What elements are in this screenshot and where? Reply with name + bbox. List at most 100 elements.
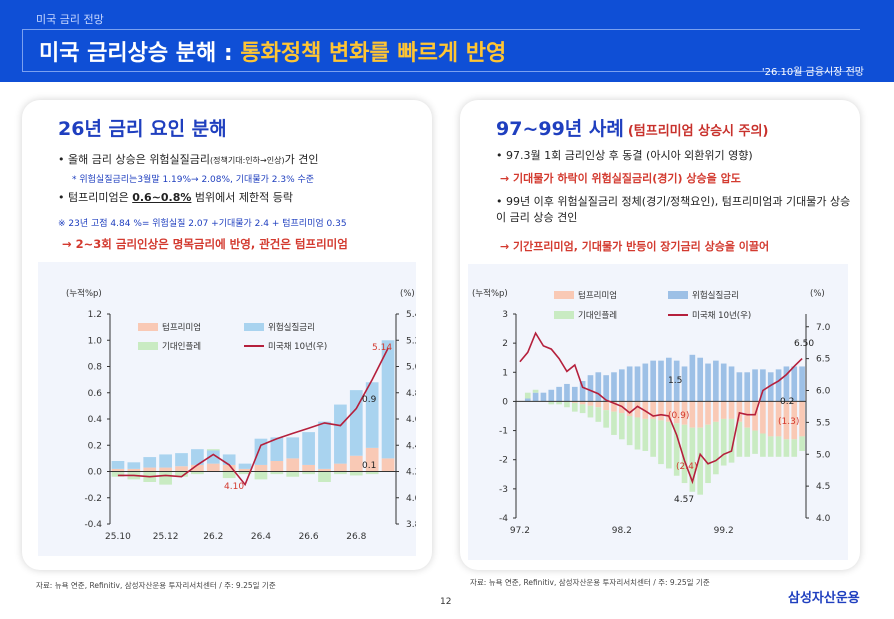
report-date-tag: '26.10월 금융시장 전망	[761, 67, 864, 78]
bar-term-premium	[143, 467, 157, 472]
bar-risk-real-rate	[365, 382, 379, 448]
bar-risk-real-rate	[548, 389, 555, 402]
header-bar: 미국 금리 전망 미국 금리상승 분해 : 통화정책 변화를 빠르게 반영 '2…	[0, 0, 894, 82]
bar-risk-real-rate	[111, 461, 125, 469]
bar-risk-real-rate	[728, 366, 735, 402]
bar-expected-inflation	[238, 471, 252, 475]
bar-risk-real-rate	[127, 462, 141, 469]
bar-term-premium	[650, 401, 656, 419]
bar-expected-inflation	[783, 439, 790, 457]
y2-tick-label: 4.6	[406, 415, 416, 425]
y-tick-label: -0.2	[84, 494, 102, 504]
bar-term-premium	[720, 401, 727, 419]
bar-risk-real-rate	[175, 453, 188, 467]
bar-term-premium	[175, 466, 188, 472]
bar-expected-inflation	[611, 411, 617, 435]
bar-risk-real-rate	[760, 369, 766, 402]
bar-risk-real-rate	[238, 463, 252, 469]
y2-tick-label: 6.0	[816, 387, 831, 397]
bar-term-premium	[254, 464, 268, 472]
bar-term-premium	[238, 468, 252, 472]
bar-risk-real-rate	[286, 437, 300, 459]
page-number: 12	[440, 597, 452, 607]
y2-tick-label: 4.2	[406, 468, 416, 478]
left-bullet-2-pre: • 텀프리미엄은	[58, 191, 133, 204]
bar-term-premium	[760, 401, 766, 434]
y-tick-label: 0.0	[88, 468, 103, 478]
x-tick-label: 26.4	[251, 532, 271, 542]
bar-term-premium	[658, 401, 664, 421]
annotation-inflation-low: (2.4)	[676, 462, 697, 472]
bar-term-premium	[775, 401, 782, 437]
bar-risk-real-rate	[767, 372, 774, 402]
right-bullet-1: • 97.3월 1회 금리인상 후 동결 (아시아 외환위기 영향)	[496, 149, 753, 162]
bar-risk-real-rate	[579, 381, 586, 402]
bar-risk-real-rate	[159, 454, 172, 468]
bar-risk-real-rate	[532, 392, 539, 402]
bar-risk-real-rate	[791, 366, 798, 402]
bar-expected-inflation	[595, 407, 602, 422]
bar-expected-inflation	[587, 405, 594, 418]
legend-label: 미국채 10년(우)	[268, 341, 327, 352]
bar-risk-real-rate	[334, 404, 347, 464]
bar-expected-inflation	[365, 471, 379, 475]
bar-expected-inflation	[634, 417, 641, 450]
x-tick-label: 99.2	[714, 526, 734, 536]
bar-risk-real-rate	[705, 363, 711, 402]
bar-risk-real-rate	[775, 369, 782, 402]
bar-expected-inflation	[206, 449, 220, 451]
x-tick-label: 26.2	[203, 532, 223, 542]
bar-risk-real-rate	[673, 360, 680, 402]
right-chart-area: (누적%p) (%) 3 2 1 0 -1 -2 -3 -4 7.0 6.5 6.0 5.5 5.0 4.5 4…	[468, 264, 848, 560]
bar-term-premium	[365, 447, 379, 472]
bar-term-premium	[318, 468, 331, 472]
bar-expected-inflation	[681, 424, 688, 484]
x-tick-label: 26.6	[299, 532, 319, 542]
x-tick-label: 97.2	[510, 526, 530, 536]
bar-expected-inflation	[799, 436, 805, 451]
y2-tick-label: 4.4	[406, 441, 416, 451]
bar-risk-real-rate	[540, 392, 547, 402]
bar-expected-inflation	[111, 471, 125, 477]
bar-term-premium	[689, 401, 696, 428]
bar-risk-real-rate	[713, 360, 719, 402]
bar-risk-real-rate	[564, 383, 570, 402]
y-tick-label: 0.4	[88, 415, 103, 425]
bar-risk-real-rate	[254, 438, 268, 465]
bar-term-premium	[767, 401, 774, 437]
bar-expected-inflation	[760, 433, 766, 457]
bar-expected-inflation	[775, 436, 782, 457]
y-tick-label: -4	[499, 514, 508, 524]
y2-tick-label: 4.0	[816, 514, 831, 524]
bar-risk-real-rate	[349, 390, 363, 456]
bar-expected-inflation	[658, 420, 664, 465]
legend-swatch	[668, 291, 688, 299]
bar-expected-inflation	[705, 424, 711, 484]
bar-expected-inflation	[564, 401, 570, 408]
bar-expected-inflation	[603, 410, 609, 428]
bar-expected-inflation	[736, 421, 743, 457]
left-bullet-1: • 올해 금리 상승은 위험실질금리(정책기대:인하→인상)가 견인	[58, 152, 318, 169]
bar-risk-real-rate	[191, 449, 204, 465]
bar-term-premium	[736, 401, 743, 422]
bar-risk-real-rate	[681, 366, 688, 402]
bar-risk-real-rate	[626, 366, 633, 402]
bar-expected-inflation	[159, 471, 172, 485]
bar-term-premium	[697, 401, 704, 428]
bar-risk-real-rate	[658, 360, 664, 402]
bar-term-premium	[381, 458, 395, 472]
bar-risk-real-rate	[270, 437, 284, 461]
annotation-term-premium: 0.2	[780, 397, 794, 407]
left-bullet-1-small: (정책기대:인하→인상)	[210, 156, 285, 165]
bar-risk-real-rate	[744, 372, 751, 402]
bar-term-premium	[713, 401, 719, 422]
bar-risk-real-rate	[783, 366, 790, 402]
y-tick-label: 0	[502, 397, 508, 407]
bar-expected-inflation	[302, 471, 315, 475]
bar-term-premium	[626, 401, 633, 416]
left-panel-title: 26년 금리 요인 분해	[58, 118, 227, 140]
bar-expected-inflation	[270, 471, 284, 475]
bar-expected-inflation	[571, 402, 578, 412]
bar-term-premium	[752, 401, 758, 431]
bar-term-premium	[127, 468, 141, 472]
